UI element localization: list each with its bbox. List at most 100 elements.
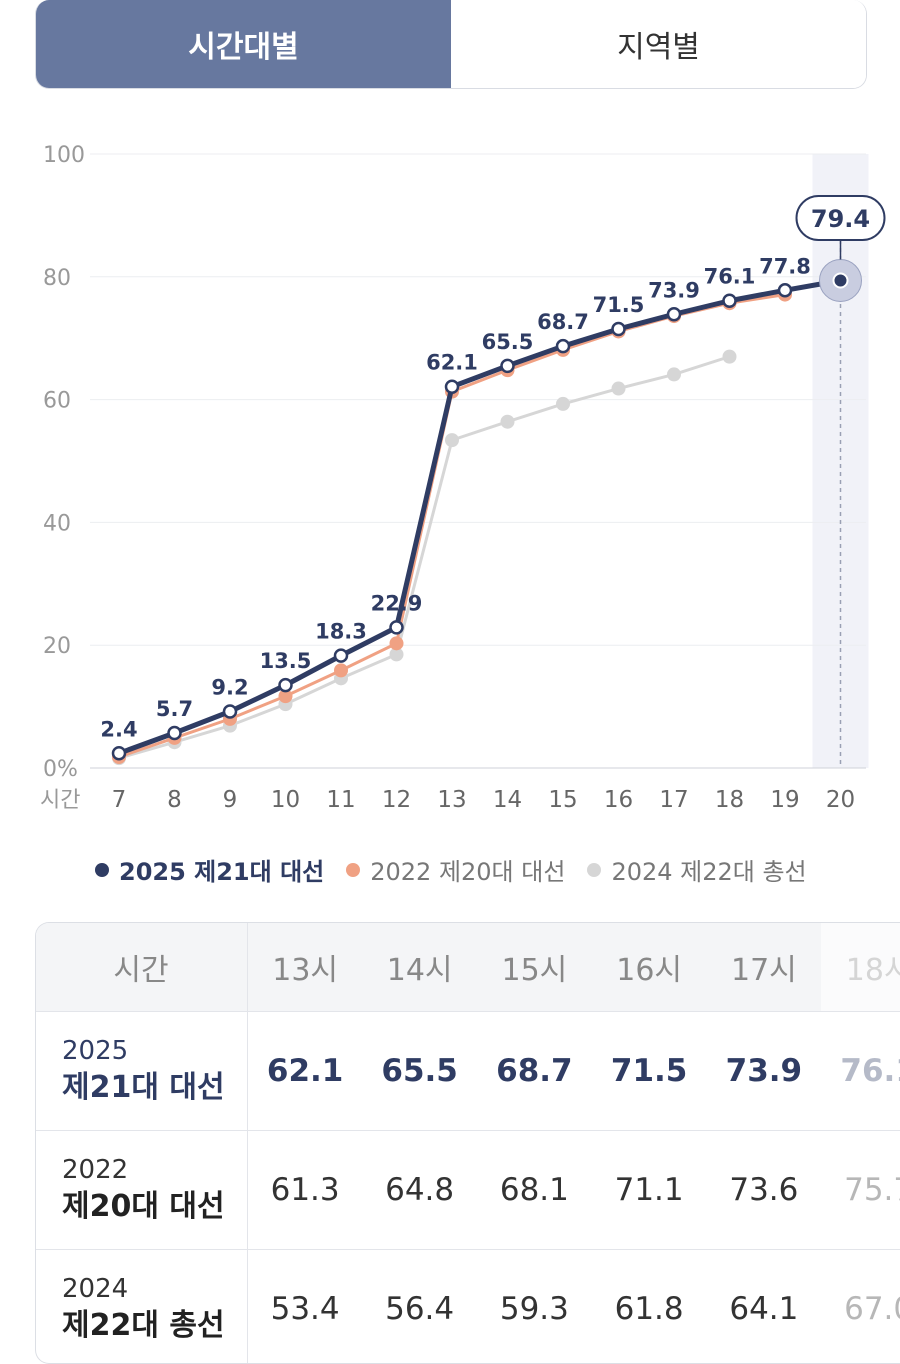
table-cell: 56.4 [362, 1250, 477, 1364]
data-point [501, 415, 515, 429]
table-header-col: 14시 [362, 923, 477, 1012]
table-header-time: 시간 [36, 923, 248, 1012]
data-point [612, 382, 626, 396]
data-point [446, 381, 458, 393]
data-point [557, 340, 569, 352]
data-point [391, 621, 403, 633]
table-cell: 76.1 [821, 1012, 900, 1131]
table-cell: 53.4 [248, 1250, 363, 1364]
table-row-label: 2025 제21대 대선 [36, 1012, 248, 1131]
table-cell: 73.9 [707, 1012, 822, 1131]
legend-dot-2025 [95, 863, 109, 877]
data-point [335, 650, 347, 662]
table-cell: 62.1 [248, 1012, 363, 1131]
table-cell: 64.1 [707, 1250, 822, 1364]
x-tick-label: 19 [770, 787, 799, 813]
table-cell: 75.7 [821, 1131, 900, 1250]
data-point [502, 360, 514, 372]
table-row: 2022 제20대 대선 61.3 64.8 68.1 71.1 73.6 75… [36, 1131, 900, 1250]
y-tick-label: 40 [43, 511, 71, 536]
data-point [390, 636, 404, 650]
row-election-name: 제20대 대선 [62, 1187, 246, 1226]
data-point [613, 323, 625, 335]
data-point [113, 747, 125, 759]
table-row: 2025 제21대 대선 62.1 65.5 68.7 71.5 73.9 76… [36, 1012, 900, 1131]
chart-legend: 2025 제21대 대선 2022 제20대 대선 2024 제22대 총선 [95, 852, 807, 887]
x-tick-label: 20 [826, 787, 855, 813]
table-row: 2024 제22대 총선 53.4 56.4 59.3 61.8 64.1 67… [36, 1250, 900, 1364]
legend-item-2022: 2022 제20대 대선 [346, 852, 565, 887]
legend-item-2024: 2024 제22대 총선 [587, 852, 806, 887]
data-label: 9.2 [211, 676, 248, 700]
data-label: 65.5 [482, 330, 534, 354]
x-tick-label: 15 [548, 787, 577, 813]
x-tick-label: 13 [437, 787, 466, 813]
row-election-name: 제21대 대선 [62, 1068, 246, 1107]
data-point [668, 308, 680, 320]
data-label: 76.1 [704, 265, 756, 289]
x-tick-label: 16 [604, 787, 633, 813]
data-point [224, 706, 236, 718]
data-label: 2.4 [100, 717, 137, 741]
y-tick-label: 80 [43, 266, 71, 291]
legend-label-2024: 2024 제22대 총선 [611, 852, 806, 887]
y-tick-label: 100 [43, 143, 85, 168]
table-cell: 65.5 [362, 1012, 477, 1131]
table-header-row: 시간 13시 14시 15시 16시 17시 18시 [36, 923, 900, 1012]
table-cell: 73.6 [707, 1131, 822, 1250]
x-tick-label: 12 [382, 787, 411, 813]
data-label: 68.7 [537, 310, 589, 334]
table-header-col: 16시 [592, 923, 707, 1012]
table-cell: 64.8 [362, 1131, 477, 1250]
tab-by-region[interactable]: 지역별 [451, 0, 866, 88]
table-cell: 59.3 [477, 1250, 592, 1364]
data-point [556, 397, 570, 411]
table-cell: 67.0 [821, 1250, 900, 1364]
row-election-name: 제22대 총선 [62, 1306, 246, 1345]
legend-label-2022: 2022 제20대 대선 [370, 852, 565, 887]
data-label: 22.9 [371, 591, 423, 615]
x-tick-label: 7 [112, 787, 127, 813]
legend-dot-2022 [346, 863, 360, 877]
x-tick-label: 17 [659, 787, 688, 813]
data-point [779, 284, 791, 296]
data-label: 5.7 [156, 697, 193, 721]
x-unit-label: 시간 [40, 788, 80, 813]
legend-label-2025: 2025 제21대 대선 [119, 852, 324, 887]
table-cell: 61.3 [248, 1131, 363, 1250]
row-year: 2022 [62, 1154, 246, 1188]
row-year: 2025 [62, 1035, 246, 1069]
table-header-col: 18시 [821, 923, 900, 1012]
table-header-col: 17시 [707, 923, 822, 1012]
data-point [445, 433, 459, 447]
table-cell: 68.1 [477, 1131, 592, 1250]
view-tabs: 시간대별 지역별 [35, 0, 867, 89]
table-cell: 61.8 [592, 1250, 707, 1364]
table-row-label: 2022 제20대 대선 [36, 1131, 248, 1250]
x-tick-label: 8 [167, 787, 182, 813]
x-tick-label: 14 [493, 787, 522, 813]
table-header-col: 15시 [477, 923, 592, 1012]
table-row-label: 2024 제22대 총선 [36, 1250, 248, 1364]
x-tick-label: 11 [326, 787, 355, 813]
row-year: 2024 [62, 1273, 246, 1307]
tab-by-time[interactable]: 시간대별 [36, 0, 451, 88]
data-label: 71.5 [593, 293, 645, 317]
data-point [723, 350, 737, 364]
data-point [280, 679, 292, 691]
data-point [334, 663, 348, 677]
y-tick-label: 0% [43, 757, 78, 782]
y-tick-label: 60 [43, 389, 71, 414]
data-label: 13.5 [260, 649, 312, 673]
data-label: 77.8 [759, 254, 811, 278]
table-header-col: 13시 [248, 923, 363, 1012]
turnout-table-container[interactable]: 시간 13시 14시 15시 16시 17시 18시 2025 제21대 대선 … [35, 922, 900, 1364]
callout-label: 79.4 [811, 205, 870, 233]
legend-dot-2024 [587, 863, 601, 877]
x-tick-label: 18 [715, 787, 744, 813]
highlight-point [834, 273, 848, 287]
data-label: 18.3 [315, 620, 367, 644]
y-tick-label: 20 [43, 634, 71, 659]
turnout-table: 시간 13시 14시 15시 16시 17시 18시 2025 제21대 대선 … [36, 923, 900, 1364]
